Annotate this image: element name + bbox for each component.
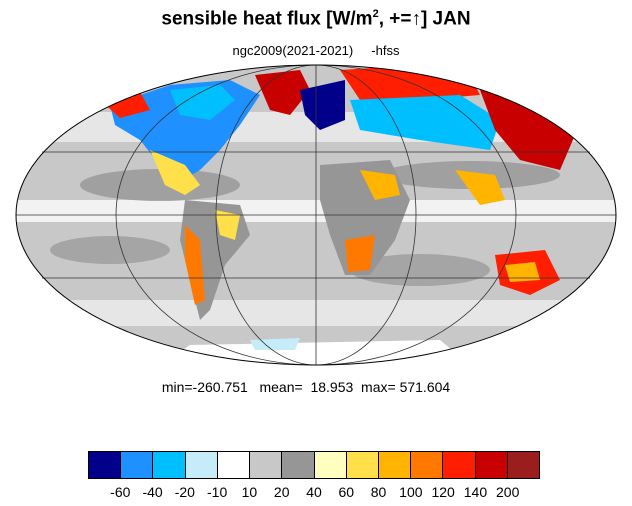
colorbar-label: 140 <box>463 484 488 500</box>
colorbar-swatch <box>346 452 379 478</box>
colorbar-label: 100 <box>399 484 423 500</box>
colorbar-label: 10 <box>241 484 258 500</box>
colorbar-swatch <box>250 452 283 478</box>
colorbar-swatch <box>443 452 476 478</box>
colorbar-label: 120 <box>431 484 455 500</box>
colorbar-labels: -60 -40 -20 -10 10 20 40 60 80 100 120 140 200 <box>88 484 540 502</box>
colorbar-swatch <box>185 452 218 478</box>
colorbar-swatch <box>378 452 412 478</box>
colorbar-swatch <box>507 452 540 478</box>
colorbar-swatch <box>411 452 444 478</box>
colorbar-swatch <box>217 452 251 478</box>
up-arrow-icon: ↑ <box>411 8 421 30</box>
colorbar-label: 40 <box>306 484 322 500</box>
colorbar-label: -40 <box>142 484 163 500</box>
colorbar-label: -60 <box>110 484 131 500</box>
colorbar-swatch <box>282 452 315 478</box>
colorbar-label: -20 <box>174 484 195 500</box>
colorbar-label: 20 <box>273 484 290 500</box>
colorbar <box>88 451 540 479</box>
colorbar-label: 60 <box>338 484 355 500</box>
colorbar-label: -10 <box>207 484 228 500</box>
colorbar-label: 200 <box>496 484 520 500</box>
map-subtitle: ngc2009(2021-2021) -hfss <box>232 43 400 58</box>
colorbar-swatch <box>89 452 122 478</box>
colorbar-swatch <box>475 452 508 478</box>
colorbar-swatch <box>121 452 154 478</box>
colorbar-swatch <box>314 452 347 478</box>
colorbar-label: 80 <box>370 484 387 500</box>
colorbar-swatch <box>153 452 186 478</box>
map-title: sensible heat flux [W/m2, +=↑] JAN <box>161 8 471 30</box>
field-statistics: min=-260.751 mean= 18.953 max= 571.604 <box>161 379 451 395</box>
globe-outline <box>15 64 617 366</box>
